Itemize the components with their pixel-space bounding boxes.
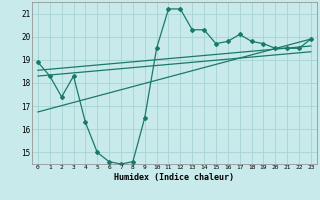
X-axis label: Humidex (Indice chaleur): Humidex (Indice chaleur) bbox=[115, 173, 234, 182]
